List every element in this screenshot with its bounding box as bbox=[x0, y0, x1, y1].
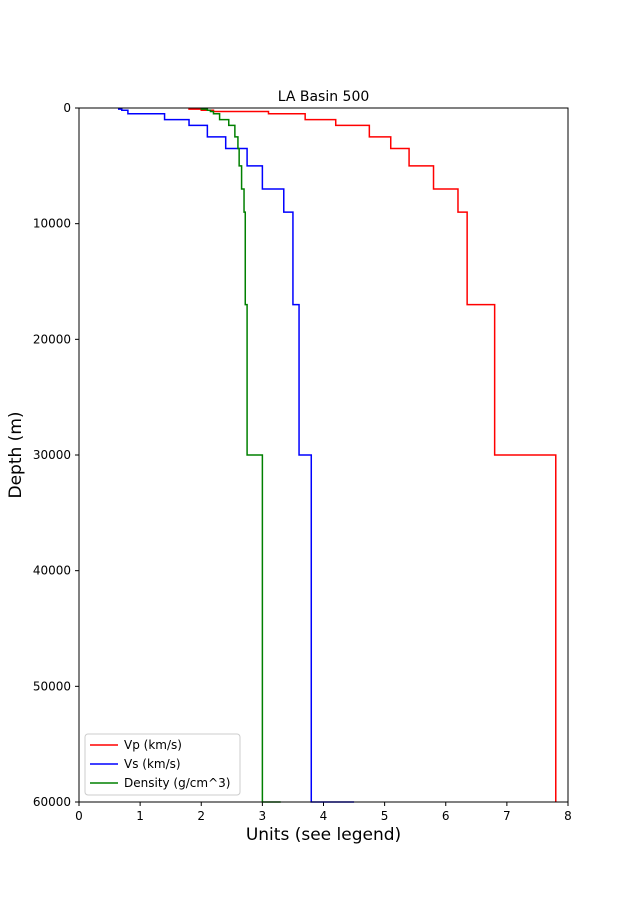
x-tick-label: 4 bbox=[320, 809, 328, 823]
x-tick-label: 5 bbox=[381, 809, 389, 823]
x-tick-label: 7 bbox=[503, 809, 511, 823]
y-tick-label: 30000 bbox=[33, 448, 71, 462]
legend-label-vp: Vp (km/s) bbox=[124, 738, 182, 752]
x-tick-label: 2 bbox=[197, 809, 205, 823]
x-tick-label: 1 bbox=[136, 809, 144, 823]
y-tick-label: 50000 bbox=[33, 679, 71, 693]
legend-label-density: Density (g/cm^3) bbox=[124, 776, 230, 790]
legend: Vp (km/s) Vs (km/s) Density (g/cm^3) bbox=[85, 734, 240, 795]
legend-label-vs: Vs (km/s) bbox=[124, 757, 181, 771]
y-tick-label: 10000 bbox=[33, 217, 71, 231]
chart-title: LA Basin 500 bbox=[278, 89, 370, 105]
y-tick-label: 60000 bbox=[33, 795, 71, 809]
x-axis-label: Units (see legend) bbox=[246, 825, 401, 845]
y-axis-label: Depth (m) bbox=[6, 411, 26, 498]
x-tick-label: 6 bbox=[442, 809, 450, 823]
y-tick-label: 0 bbox=[63, 101, 71, 115]
x-tick-label: 3 bbox=[259, 809, 267, 823]
y-tick-label: 20000 bbox=[33, 332, 71, 346]
x-tick-label: 0 bbox=[75, 809, 83, 823]
x-tick-label: 8 bbox=[564, 809, 572, 823]
y-tick-label: 40000 bbox=[33, 564, 71, 578]
